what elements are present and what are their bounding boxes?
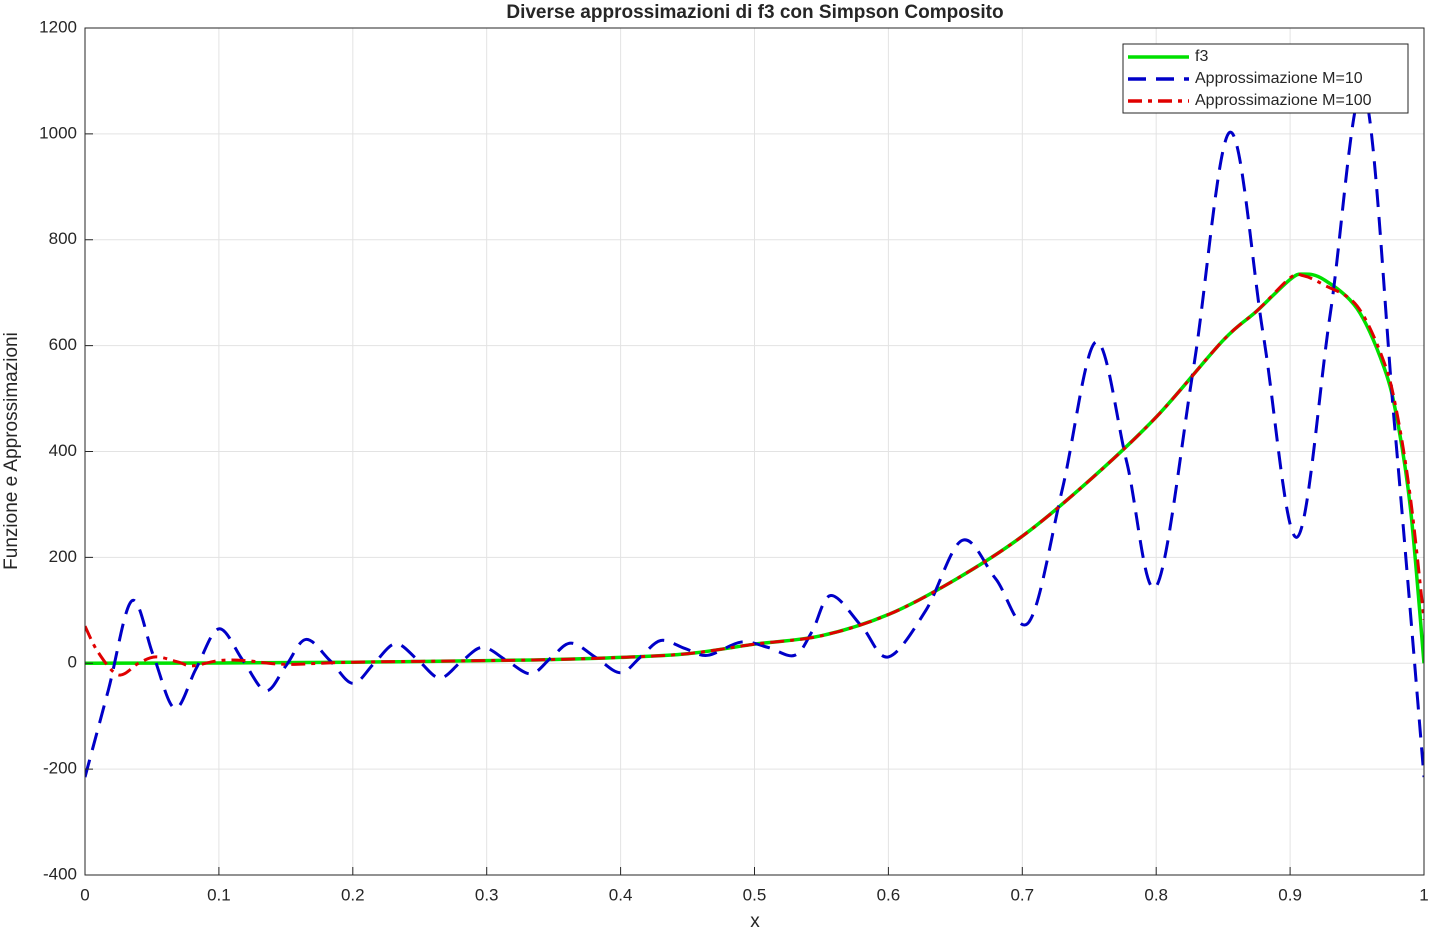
axes: 0 0.1 0.2 0.3 0.4 0.5 0.6 0.7 0.8 0.9 1 -400 -200 0 20… <box>39 17 1429 904</box>
y-tick-label: 1000 <box>39 123 77 142</box>
x-tick-label: 0.8 <box>1144 885 1168 904</box>
y-axis-label: Funzione e Approssimazioni <box>1 332 22 570</box>
series-line <box>85 272 1424 665</box>
y-tick-label: 200 <box>49 547 77 566</box>
series-line <box>85 88 1424 778</box>
legend-label: f3 <box>1195 48 1208 65</box>
chart-title: Diverse approssimazioni di f3 con Simpso… <box>506 2 1003 23</box>
x-tick-label: 0.6 <box>877 885 901 904</box>
x-tick-label: 0.1 <box>207 885 231 904</box>
lines <box>85 88 1424 778</box>
x-tick-label: 0 <box>80 885 89 904</box>
x-tick-label: 0.5 <box>743 885 767 904</box>
y-tick-label: 800 <box>49 229 77 248</box>
x-tick-label: 1 <box>1419 885 1428 904</box>
x-tick-label: 0.2 <box>341 885 365 904</box>
y-tick-label: 600 <box>49 335 77 354</box>
y-tick-label: -200 <box>43 759 77 778</box>
x-tick-label: 0.9 <box>1278 885 1302 904</box>
y-tick-label: 400 <box>49 441 77 460</box>
legend-label: Approssimazione M=10 <box>1195 70 1363 87</box>
y-tick-label: -400 <box>43 864 77 883</box>
legend: f3 Approssimazione M=10 Approssimazione M=… <box>1122 43 1409 114</box>
legend-label: Approssimazione M=100 <box>1195 92 1372 109</box>
y-tick-label: 1200 <box>39 17 77 36</box>
y-tick-label: 0 <box>68 653 77 672</box>
x-tick-label: 0.4 <box>609 885 633 904</box>
x-axis-label: x <box>750 911 760 932</box>
x-tick-label: 0.7 <box>1010 885 1034 904</box>
x-tick-label: 0.3 <box>475 885 499 904</box>
